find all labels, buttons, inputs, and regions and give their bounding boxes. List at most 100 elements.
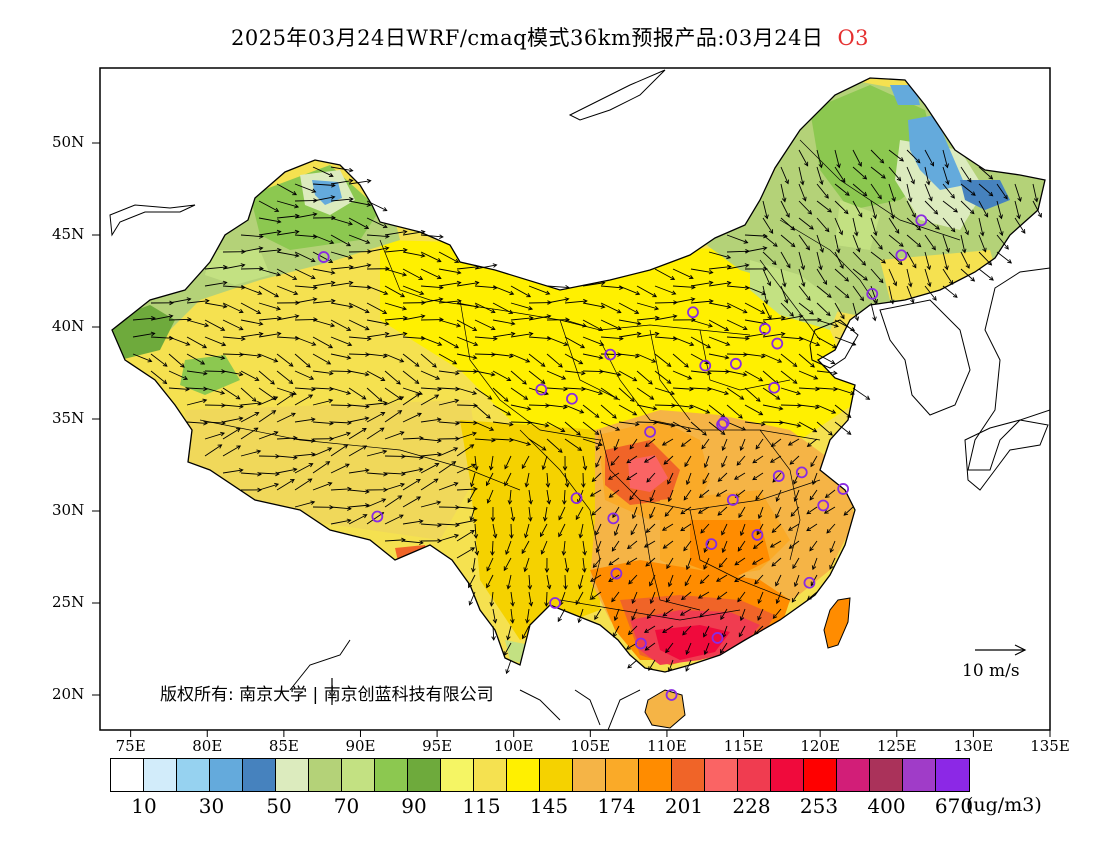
wind-vector (810, 455, 818, 467)
wind-arrowhead (274, 207, 280, 212)
wind-vector (942, 166, 949, 185)
wind-vector (960, 268, 975, 282)
wind-arrowhead (645, 562, 651, 567)
wind-vector (456, 319, 477, 331)
wind-arrowhead (719, 649, 725, 654)
wind-vector (700, 523, 710, 534)
wind-arrowhead (671, 290, 677, 295)
wind-arrowhead (840, 314, 845, 320)
wind-arrowhead (948, 280, 954, 285)
wind-arrowhead (591, 477, 597, 482)
wind-vector (384, 333, 407, 338)
wind-arrowhead (541, 465, 547, 471)
wind-vector (312, 319, 335, 327)
wind-vector (816, 404, 836, 414)
wind-vector (636, 285, 657, 298)
wind-arrowhead (382, 223, 388, 229)
wind-vector (507, 574, 512, 589)
wind-arrowhead (508, 353, 514, 359)
wind-arrowhead (560, 427, 566, 432)
wind-arrowhead (309, 375, 315, 380)
wind-vector (132, 317, 155, 321)
wind-vector (834, 166, 846, 183)
wind-vector (276, 231, 299, 236)
wind-arrowhead (756, 530, 761, 536)
wind-reference-arrow (975, 644, 1027, 656)
wind-arrowhead (664, 512, 670, 517)
wind-arrowhead (539, 532, 545, 538)
wind-vector (294, 318, 318, 321)
wind-arrowhead (382, 353, 388, 359)
wind-vector (384, 483, 405, 491)
wind-arrowhead (276, 271, 282, 277)
wind-arrowhead (293, 290, 299, 296)
legend-label: 670 (934, 794, 974, 818)
wind-arrowhead (384, 321, 390, 326)
wind-arrowhead (528, 305, 534, 311)
wind-arrowhead (670, 390, 675, 396)
wind-arrowhead (792, 564, 797, 570)
city-marker (699, 359, 712, 372)
wind-vector (721, 455, 728, 468)
wind-vector (456, 404, 478, 407)
wind-arrowhead (557, 448, 563, 453)
wind-vector (663, 455, 674, 465)
wind-arrowhead (510, 516, 516, 522)
wind-arrowhead (742, 309, 748, 314)
wind-arrowhead (455, 522, 460, 528)
wind-vector (906, 234, 922, 248)
wind-arrowhead (796, 423, 802, 428)
wind-arrowhead (506, 635, 511, 641)
wind-vector (654, 285, 676, 295)
wind-arrowhead (775, 581, 780, 587)
wind-arrowhead (402, 229, 408, 235)
wind-arrowhead (979, 231, 985, 237)
wind-arrowhead (806, 509, 812, 515)
wind-vector (798, 302, 814, 315)
wind-arrowhead (688, 274, 694, 280)
wind-vector (258, 370, 275, 385)
wind-vector (978, 183, 993, 197)
legend-swatch (375, 759, 408, 791)
wind-vector (546, 285, 569, 289)
wind-vector (456, 444, 474, 457)
wind-arrowhead (578, 360, 584, 365)
wind-vector (600, 421, 620, 431)
wind-vector (924, 251, 931, 270)
wind-vector (564, 387, 585, 390)
wind-vector (366, 370, 385, 381)
wind-vector (312, 282, 335, 287)
wind-arrowhead (580, 344, 586, 349)
wind-vector (737, 591, 746, 602)
wind-vector (942, 200, 958, 213)
wind-arrowhead (833, 386, 838, 392)
legend-swatch (177, 759, 210, 791)
wind-arrowhead (436, 258, 442, 263)
wind-arrowhead (856, 247, 861, 253)
city-marker (535, 383, 548, 396)
wind-vector (600, 404, 617, 419)
wind-arrowhead (348, 254, 354, 260)
wind-arrowhead (344, 463, 350, 468)
wind-vector (699, 489, 710, 498)
wind-vector (636, 387, 654, 400)
wind-vector (186, 300, 209, 304)
wind-vector (726, 234, 748, 244)
wind-arrowhead (889, 299, 895, 305)
wind-vector (564, 300, 587, 304)
wind-arrowhead (721, 548, 727, 554)
wind-arrowhead (685, 666, 690, 672)
wind-arrowhead (791, 597, 797, 603)
lon-tick-label: 95E (422, 737, 453, 755)
wind-vector (794, 489, 800, 502)
wind-vector (812, 557, 818, 570)
wind-arrowhead (616, 372, 622, 377)
wind-vector (510, 285, 531, 298)
wind-vector (662, 438, 674, 446)
wind-vector (870, 166, 886, 179)
wind-arrowhead (399, 396, 405, 401)
wind-vector (258, 472, 279, 475)
wind-arrowhead (944, 163, 949, 169)
wind-vector (717, 591, 728, 600)
wind-vector (330, 251, 353, 259)
